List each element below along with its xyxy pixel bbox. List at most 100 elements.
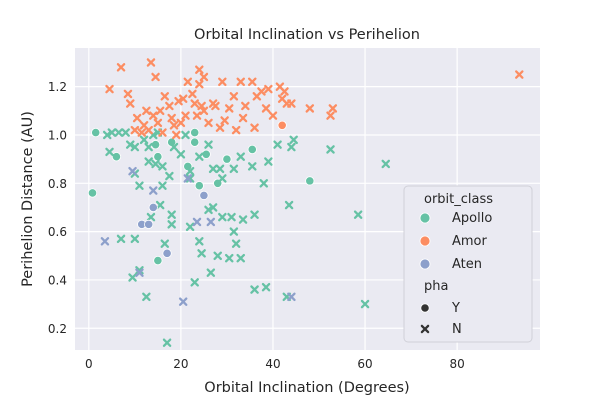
data-point-apollo-x-stroke [236,152,245,161]
data-point-amor-x-stroke [215,123,225,132]
y-tick-label: 1.0 [48,128,67,142]
data-point-apollo-x [190,278,199,287]
data-point-apollo-x [236,152,245,161]
data-point-apollo-x [128,273,137,282]
data-point-apollo-circle [190,137,200,147]
data-point-amor-x-stroke [277,94,287,103]
data-point-apollo-x-stroke [273,140,282,149]
legend-label-n: N [452,322,462,337]
legend-hue-title: orbit_class [424,192,493,207]
data-point-amor-x-stroke [224,104,234,113]
data-point-apollo-x [151,159,160,169]
data-point-apollo-circle [190,127,200,138]
data-point-apollo-x [121,128,130,137]
data-point-apollo-x-stroke [206,268,216,277]
data-point-apollo-x [326,145,335,154]
data-point-amor-x [287,99,296,108]
data-point-amor-x-stroke [261,104,271,113]
data-point-apollo-x [158,162,167,171]
data-point-amor-x-stroke [220,116,229,125]
data-point-apollo-x-stroke [181,130,190,140]
data-point-apollo-x [185,166,195,176]
data-point-amor-x-stroke [231,125,241,135]
data-point-apollo-x [284,200,294,210]
data-point-apollo-x-stroke [107,128,117,137]
data-point-apollo-x-stroke [197,249,206,258]
data-point-amor-x-stroke [176,118,186,128]
data-point-amor-x-stroke [125,99,135,108]
data-point-amor-x [261,104,271,113]
data-point-apollo-circle [87,188,98,198]
data-point-apollo-circle [194,181,204,191]
data-point-apollo-x-stroke [146,212,156,222]
data-point-amor-x-stroke [195,65,204,74]
data-point-apollo-x-stroke [160,239,170,248]
data-point-amor-x-stroke [192,111,202,120]
data-point-amor-x [264,84,273,94]
data-point-apollo-x-stroke [185,166,195,176]
data-point-aten-circle [144,219,154,229]
data-point-apollo-x [273,140,282,149]
legend-marker-aten [419,258,431,270]
data-point-aten-x [128,166,137,176]
data-point-amor-x-stroke [199,72,209,82]
y-tick-labels: 0.2 0.4 0.6 0.8 1.0 1.2 [48,80,67,336]
data-point-apollo-circle [153,256,163,266]
data-point-amor-x [190,99,199,108]
data-point-aten-x [149,186,158,195]
data-point-aten-x-stroke [128,166,137,176]
data-point-amor-x [268,111,278,120]
data-point-amor-x-stroke [139,121,149,130]
data-point-apollo-x [197,249,206,258]
data-point-amor-x [195,65,204,74]
data-point-amor-x-stroke [153,118,163,128]
data-point-amor-x-stroke [132,113,142,123]
data-point-apollo-x [227,212,236,222]
data-point-apollo-x-stroke [284,200,294,210]
data-point-amor-x-stroke [155,106,165,116]
data-point-amor-x-stroke [151,72,160,82]
data-point-amor-x [146,58,156,67]
data-point-amor-x-stroke [188,89,197,99]
data-point-apollo-x [248,162,257,171]
data-point-apollo-x-stroke [167,210,176,219]
y-axis-label: Perihelion Distance (AU) [20,111,36,287]
data-point-apollo-x [218,174,227,183]
data-point-amor-x-stroke [190,99,199,108]
data-point-amor-x-stroke [130,125,140,135]
data-point-apollo-x-stroke [114,128,123,137]
data-point-amor-x [250,123,259,132]
data-point-apollo-x-stroke [195,152,204,161]
data-point-apollo-x-stroke [289,135,298,145]
data-point-amor-x-stroke [160,92,170,101]
data-point-amor-x-stroke [158,128,167,137]
data-point-amor-x [280,87,289,96]
data-point-apollo-x [105,147,114,157]
data-point-amor-circle [277,120,287,130]
data-point-amor-x-stroke [236,77,245,87]
data-point-amor-x-stroke [268,111,278,120]
data-point-amor-x [195,79,204,89]
data-point-amor-x [199,72,209,82]
data-point-amor-x-stroke [172,130,181,140]
data-point-aten-x [135,268,144,277]
data-point-apollo-x-stroke [224,253,234,263]
legend-marker-apollo [419,212,431,224]
data-point-amor-x [123,89,133,99]
data-point-apollo-x-stroke [149,130,158,140]
data-point-apollo-x-stroke [204,140,213,149]
data-point-amor-x [220,116,229,125]
data-point-apollo-x-stroke [204,205,213,215]
data-point-amor-x-stroke [116,63,126,72]
data-point-amor-x [144,125,153,135]
data-point-apollo-x-stroke [195,237,204,246]
data-point-apollo-x [167,220,176,229]
data-point-apollo-x-stroke [250,285,259,294]
data-point-apollo-x [185,222,195,232]
data-point-amor-x-stroke [105,84,114,94]
data-point-apollo-x-stroke [218,174,227,183]
data-point-amor-x-stroke [287,99,296,108]
data-point-apollo-circle [305,176,315,186]
data-point-apollo-circle [183,161,193,171]
data-point-amor-x-stroke [515,70,524,79]
